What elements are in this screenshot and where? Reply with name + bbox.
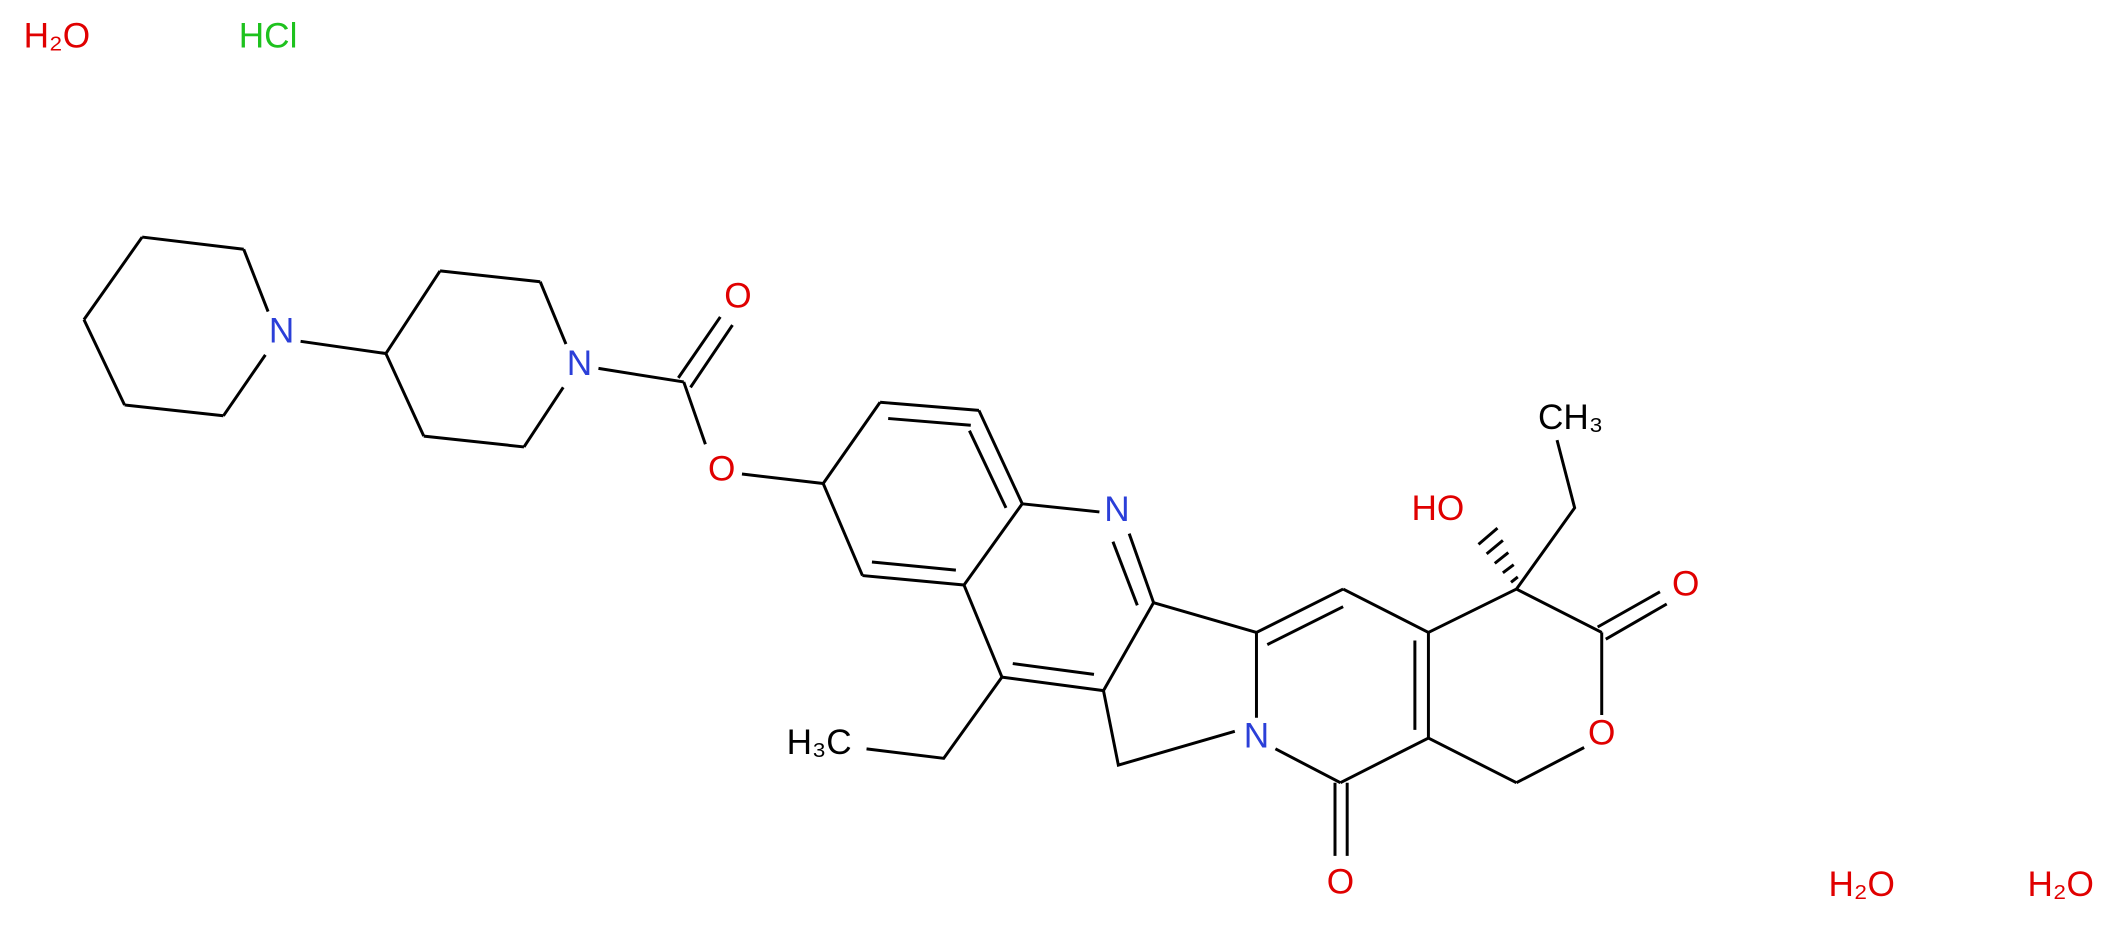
atom-label: O — [724, 276, 751, 315]
atom-label: N — [567, 344, 592, 383]
atom-label: O — [1588, 714, 1615, 753]
atom-labels: H₂O HCl N N O O N HO CH₃ O O N O H₃C H₂O… — [20, 12, 2098, 908]
atom-label: CH₃ — [1538, 398, 1603, 437]
bonds — [82, 235, 1668, 856]
atom-label: HO — [1412, 489, 1465, 528]
water-label: H₂O — [1828, 865, 1894, 904]
atom-label: H₃C — [787, 723, 852, 762]
atom-label: O — [1327, 863, 1354, 902]
water-label: H₂O — [24, 16, 90, 55]
hcl-label: HCl — [239, 16, 298, 55]
atom-label: N — [1104, 490, 1129, 529]
atom-label: N — [269, 311, 294, 350]
atom-label: N — [1244, 716, 1269, 755]
water-label: H₂O — [2027, 865, 2093, 904]
atom-label: O — [1672, 565, 1699, 604]
atom-label: O — [708, 450, 735, 489]
